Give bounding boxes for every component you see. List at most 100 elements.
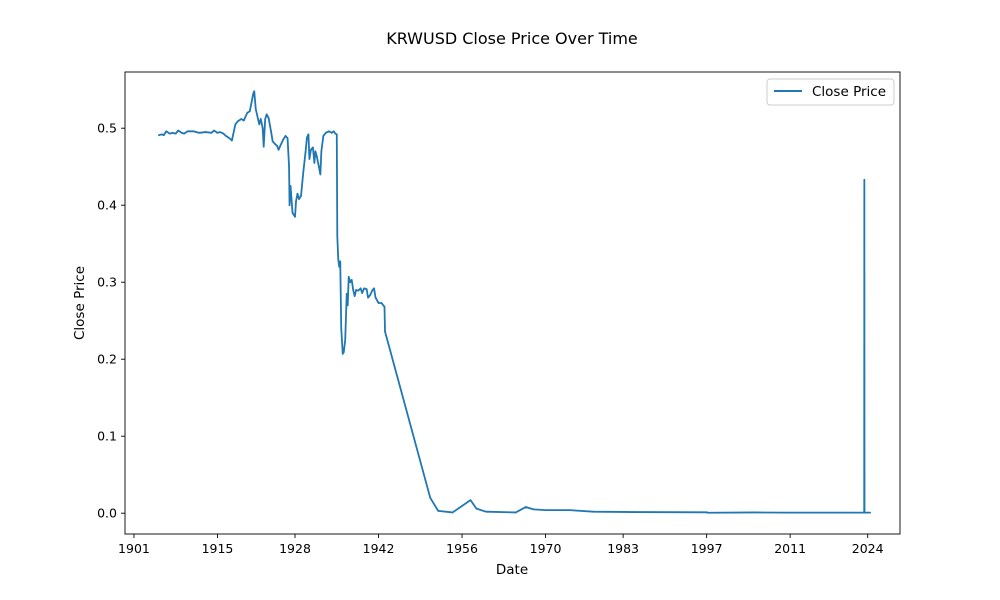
x-tick-label: 1997 xyxy=(691,541,723,556)
data-point xyxy=(347,276,350,278)
data-point xyxy=(248,110,251,113)
data-point xyxy=(357,289,359,292)
data-point xyxy=(288,165,290,168)
data-point xyxy=(254,108,257,110)
data-point xyxy=(298,198,300,200)
data-point xyxy=(294,215,296,218)
data-point xyxy=(514,511,517,514)
y-tick-label: 0.5 xyxy=(97,121,117,136)
plot-area xyxy=(124,71,901,535)
data-point xyxy=(367,296,369,299)
data-point xyxy=(369,294,371,297)
data-point xyxy=(216,132,219,134)
data-point xyxy=(869,511,871,514)
data-point xyxy=(253,90,256,93)
data-point xyxy=(352,289,354,291)
data-point xyxy=(222,132,225,135)
y-tick-label: 0.4 xyxy=(97,198,117,213)
data-point xyxy=(863,511,866,514)
x-tick-label: 2011 xyxy=(774,541,806,556)
data-point xyxy=(284,135,287,137)
data-point xyxy=(359,287,362,290)
x-axis-label: Date xyxy=(496,562,528,578)
data-point xyxy=(813,511,815,514)
y-tick-label: 0.2 xyxy=(97,352,117,367)
data-point xyxy=(339,260,342,263)
data-point xyxy=(161,133,163,136)
data-point xyxy=(300,195,302,197)
data-point xyxy=(219,131,221,133)
data-point xyxy=(162,134,165,136)
data-point xyxy=(363,287,365,290)
data-point xyxy=(296,192,299,195)
data-point xyxy=(371,289,374,291)
data-point xyxy=(524,506,527,508)
y-tick-label: 0.1 xyxy=(97,429,117,444)
data-point xyxy=(532,508,535,511)
data-point xyxy=(276,145,278,147)
x-tick-label: 1915 xyxy=(202,541,234,556)
data-point xyxy=(346,304,349,307)
data-point xyxy=(277,148,280,151)
data-point xyxy=(157,134,160,136)
data-point xyxy=(383,306,386,308)
data-point xyxy=(240,118,243,120)
data-point xyxy=(282,138,284,141)
data-point xyxy=(234,123,237,126)
data-point xyxy=(180,132,183,134)
data-point xyxy=(312,146,314,149)
data-point xyxy=(634,511,636,513)
data-point xyxy=(373,287,375,290)
y-tick-label: 0.3 xyxy=(97,275,117,290)
data-point xyxy=(198,132,201,134)
data-point xyxy=(295,200,297,203)
data-point xyxy=(753,511,756,514)
data-point xyxy=(863,179,866,181)
data-point xyxy=(332,130,335,133)
data-point xyxy=(361,292,363,294)
series-line-0 xyxy=(158,90,871,514)
data-point xyxy=(177,129,179,132)
data-point xyxy=(783,511,785,514)
data-point xyxy=(308,158,311,160)
data-point xyxy=(291,212,294,214)
plot-frame xyxy=(124,71,901,535)
data-point xyxy=(355,289,357,291)
data-point xyxy=(231,139,233,142)
y-axis-label: Close Price xyxy=(72,266,88,340)
x-axis: 1901 1915 1928 1942 1956 1970 1983 1997 2011 2024 xyxy=(118,534,884,556)
data-point xyxy=(318,165,320,168)
data-point xyxy=(344,339,347,341)
data-point xyxy=(246,112,249,114)
data-point xyxy=(204,131,207,133)
data-point xyxy=(380,302,383,304)
data-point xyxy=(328,130,330,133)
data-point xyxy=(270,131,272,133)
data-point xyxy=(213,129,215,132)
series-layer xyxy=(157,90,871,514)
x-tick-label: 1956 xyxy=(446,541,478,556)
data-point xyxy=(183,132,185,135)
data-point xyxy=(592,510,595,513)
data-point xyxy=(174,132,177,135)
data-point xyxy=(325,132,327,134)
data-point xyxy=(192,130,195,133)
data-point xyxy=(429,497,432,499)
data-point xyxy=(340,327,343,330)
data-point xyxy=(228,137,231,140)
data-point xyxy=(316,155,318,158)
data-point xyxy=(437,510,439,512)
data-point xyxy=(707,511,709,514)
data-point xyxy=(304,152,307,154)
data-point xyxy=(259,118,262,120)
x-tick-label: 1928 xyxy=(279,541,311,556)
data-point xyxy=(319,173,322,176)
data-point xyxy=(265,113,268,116)
data-point xyxy=(322,135,325,137)
data-point xyxy=(273,142,276,145)
plot-background xyxy=(125,72,900,534)
data-point xyxy=(306,136,308,139)
data-point xyxy=(288,204,291,207)
x-tick-label: 1901 xyxy=(118,541,150,556)
